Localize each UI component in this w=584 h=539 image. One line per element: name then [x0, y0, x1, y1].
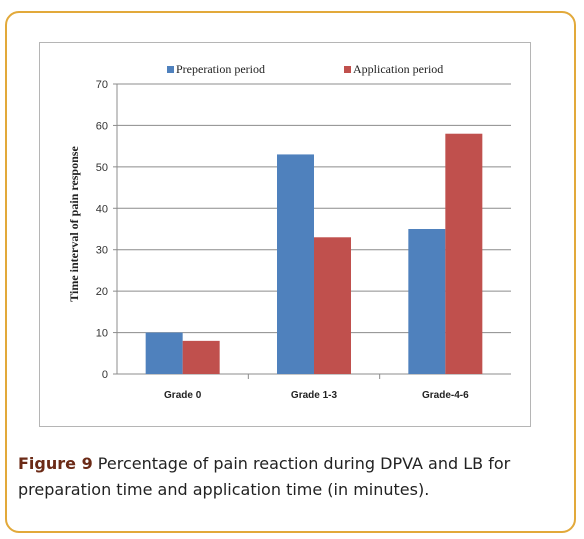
x-tick-label: Grade 0 [164, 390, 202, 401]
bar-application [314, 237, 351, 374]
legend-swatch [167, 66, 174, 73]
x-tick-label: Grade 1-3 [291, 390, 338, 401]
bar-preparation [145, 332, 183, 374]
figure-caption: Figure 9 Percentage of pain reaction dur… [18, 451, 568, 503]
y-axis-label: Time interval of pain response [67, 146, 81, 302]
y-tick-label: 20 [96, 286, 108, 298]
y-tick-label: 30 [96, 245, 108, 257]
caption-label: Figure 9 [18, 454, 93, 473]
bar-preparation [277, 154, 314, 374]
y-tick-label: 60 [96, 120, 108, 132]
bar-application [445, 133, 483, 374]
legend-label: Application period [353, 62, 443, 76]
x-tick-label: Grade-4-6 [422, 390, 469, 401]
bar-preparation [408, 229, 446, 374]
bar-application [182, 340, 220, 374]
caption-text: Percentage of pain reaction during DPVA … [18, 454, 511, 499]
y-tick-label: 50 [96, 162, 108, 174]
legend-swatch [344, 66, 351, 73]
y-tick-label: 10 [96, 328, 108, 340]
y-tick-label: 40 [96, 203, 108, 215]
y-tick-label: 70 [96, 79, 108, 91]
y-tick-label: 0 [102, 369, 108, 381]
legend-label: Preperation period [176, 62, 265, 76]
